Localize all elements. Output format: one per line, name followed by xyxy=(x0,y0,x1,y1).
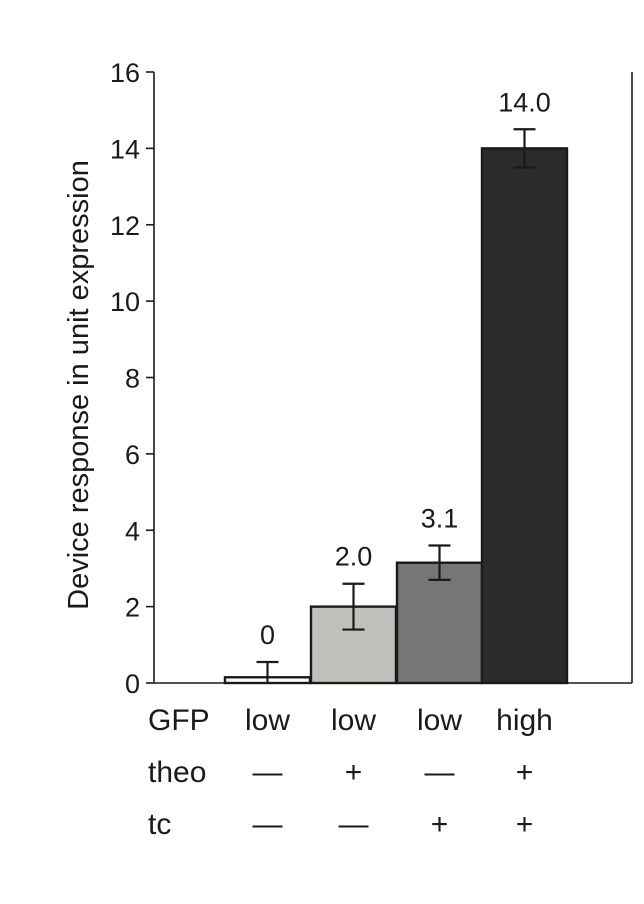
error-bar-1 xyxy=(256,660,279,683)
condition-value: — xyxy=(253,756,283,789)
y-axis: 0 2 4 6 8 10 12 14 16 xyxy=(110,58,633,699)
y-tick-label: 2 xyxy=(125,593,140,623)
condition-value: — xyxy=(339,808,369,841)
condition-value: + xyxy=(431,808,449,841)
bars xyxy=(223,128,569,685)
condition-table: GFP low low low high theo — + — + tc — — + + xyxy=(148,704,553,841)
error-bar-2 xyxy=(342,582,365,631)
condition-label-theo: theo xyxy=(148,756,206,789)
y-tick-label: 6 xyxy=(125,440,140,470)
y-tick-label: 12 xyxy=(110,211,140,241)
condition-value: low xyxy=(417,704,462,737)
condition-value: — xyxy=(253,808,283,841)
y-tick-label: 8 xyxy=(125,364,140,394)
condition-label-gfp: GFP xyxy=(148,704,210,737)
data-labels: 0 2.0 3.1 14.0 xyxy=(260,87,551,650)
y-tick-label: 14 xyxy=(110,134,140,164)
condition-value: low xyxy=(245,704,290,737)
y-tick-label: 0 xyxy=(125,669,140,699)
data-label-1: 0 xyxy=(260,620,275,650)
error-bar-3 xyxy=(428,544,451,581)
condition-value: + xyxy=(345,756,363,789)
y-axis-label: Device response in unit expression xyxy=(63,160,95,610)
error-bar-4 xyxy=(513,128,536,169)
data-label-2: 2.0 xyxy=(335,542,373,572)
condition-value: + xyxy=(516,808,534,841)
condition-value: — xyxy=(425,756,455,789)
y-tick-label: 4 xyxy=(125,516,140,546)
data-label-3: 3.1 xyxy=(421,504,459,534)
condition-value: + xyxy=(516,756,534,789)
y-tick-label: 10 xyxy=(110,287,140,317)
condition-value: low xyxy=(331,704,376,737)
condition-label-tc: tc xyxy=(148,808,171,841)
data-label-4: 14.0 xyxy=(498,87,551,117)
y-tick-label: 16 xyxy=(110,58,140,88)
condition-value: high xyxy=(496,704,553,737)
bar-4 xyxy=(480,147,569,685)
